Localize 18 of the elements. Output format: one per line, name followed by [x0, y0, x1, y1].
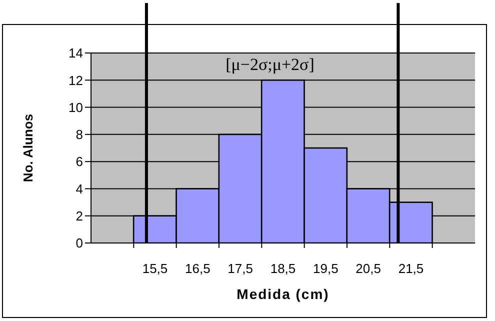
x-tick-label: 19,5 [313, 261, 338, 276]
y-tick-label: 0 [76, 236, 83, 251]
y-tick-label: 4 [76, 181, 83, 196]
x-tick-label: 20,5 [356, 261, 381, 276]
annotation: [μ−2σ;μ+2σ] [224, 55, 316, 75]
y-tick-label: 8 [76, 127, 83, 142]
x-tick-label: 15,5 [142, 261, 168, 276]
x-tick-label: 18,5 [270, 261, 296, 276]
x-tick-label: 17,5 [228, 261, 253, 276]
x-tick-label: 16,5 [185, 261, 210, 276]
y-tick-label: 12 [68, 72, 83, 88]
y-tick-label: 10 [68, 100, 83, 115]
y-tick-label: 2 [76, 208, 83, 224]
y-tick-label: 6 [76, 154, 83, 170]
x-tick-label: 21,5 [398, 261, 424, 276]
y-tick-label: 14 [68, 46, 83, 61]
x-axis-title: Medida (cm) [236, 286, 330, 302]
y-axis-title: No. Alunos [20, 114, 36, 182]
